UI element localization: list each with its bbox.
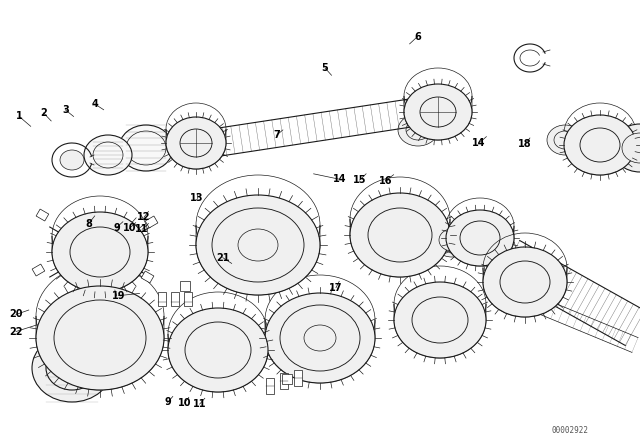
Ellipse shape — [394, 282, 486, 358]
Ellipse shape — [166, 117, 226, 169]
Ellipse shape — [380, 218, 420, 252]
Ellipse shape — [70, 227, 130, 277]
Ellipse shape — [226, 219, 290, 271]
Ellipse shape — [439, 229, 465, 251]
Ellipse shape — [420, 97, 456, 127]
Text: 1: 1 — [16, 112, 22, 121]
Text: 21: 21 — [216, 253, 230, 263]
Ellipse shape — [82, 237, 118, 267]
Ellipse shape — [93, 142, 123, 168]
Text: 14: 14 — [472, 138, 486, 148]
Polygon shape — [52, 236, 148, 292]
Text: 11: 11 — [193, 399, 207, 409]
Ellipse shape — [500, 261, 550, 303]
Ellipse shape — [432, 223, 472, 257]
Polygon shape — [350, 219, 450, 277]
Polygon shape — [446, 226, 514, 266]
Text: 00002922: 00002922 — [552, 426, 589, 435]
Text: 3: 3 — [62, 105, 68, 115]
Ellipse shape — [180, 129, 212, 157]
Ellipse shape — [52, 212, 148, 292]
Bar — [294, 370, 302, 386]
Bar — [141, 271, 154, 283]
Ellipse shape — [212, 208, 304, 282]
Text: 14: 14 — [332, 174, 346, 184]
Ellipse shape — [406, 120, 430, 140]
Text: 16: 16 — [378, 176, 392, 186]
Ellipse shape — [46, 346, 98, 390]
Text: 20: 20 — [9, 310, 23, 319]
Text: 7: 7 — [273, 130, 280, 140]
Ellipse shape — [368, 208, 432, 262]
Text: 5: 5 — [322, 63, 328, 73]
Ellipse shape — [196, 195, 320, 295]
Ellipse shape — [483, 247, 567, 317]
Ellipse shape — [68, 312, 132, 364]
Ellipse shape — [54, 300, 146, 376]
Polygon shape — [483, 268, 567, 317]
Polygon shape — [36, 316, 164, 390]
Ellipse shape — [280, 305, 360, 371]
Text: 10: 10 — [122, 224, 136, 233]
Ellipse shape — [304, 325, 336, 351]
Ellipse shape — [185, 322, 251, 378]
Bar — [266, 378, 274, 394]
Polygon shape — [404, 96, 472, 140]
Ellipse shape — [612, 124, 640, 172]
Polygon shape — [394, 304, 486, 358]
Text: 13: 13 — [190, 193, 204, 203]
Ellipse shape — [412, 297, 468, 343]
Bar — [145, 216, 158, 228]
Ellipse shape — [119, 125, 173, 171]
Ellipse shape — [622, 133, 640, 163]
Ellipse shape — [547, 125, 583, 155]
Bar — [184, 292, 192, 306]
Bar — [36, 209, 49, 221]
Ellipse shape — [404, 84, 472, 140]
Ellipse shape — [350, 193, 450, 277]
Bar — [158, 292, 166, 306]
Ellipse shape — [32, 334, 112, 402]
Text: 22: 22 — [9, 327, 23, 336]
Text: 17: 17 — [329, 283, 343, 293]
Polygon shape — [196, 225, 320, 295]
Polygon shape — [564, 133, 636, 175]
Text: 18: 18 — [518, 139, 532, 149]
Text: 12: 12 — [137, 212, 151, 222]
Bar — [32, 264, 45, 276]
Text: 6: 6 — [414, 32, 420, 42]
Bar — [171, 292, 179, 306]
Text: 4: 4 — [92, 99, 98, 109]
Ellipse shape — [460, 221, 500, 255]
Text: 19: 19 — [111, 291, 125, 301]
Polygon shape — [168, 334, 268, 392]
Ellipse shape — [84, 135, 132, 175]
Ellipse shape — [294, 317, 346, 359]
Text: 9: 9 — [113, 223, 120, 233]
Ellipse shape — [60, 150, 84, 170]
Ellipse shape — [196, 332, 240, 368]
Ellipse shape — [554, 131, 576, 149]
Text: 10: 10 — [177, 398, 191, 408]
Polygon shape — [166, 129, 226, 169]
Text: 9: 9 — [164, 397, 171, 407]
Ellipse shape — [265, 293, 375, 383]
Text: 11: 11 — [135, 224, 149, 234]
Bar — [282, 374, 292, 384]
Ellipse shape — [580, 128, 620, 162]
Ellipse shape — [446, 210, 514, 266]
Text: 8: 8 — [85, 219, 92, 229]
Bar — [180, 281, 190, 291]
Ellipse shape — [36, 286, 164, 390]
Polygon shape — [265, 320, 375, 383]
Text: 15: 15 — [353, 175, 367, 185]
Ellipse shape — [238, 229, 278, 261]
Ellipse shape — [126, 131, 166, 165]
Ellipse shape — [422, 305, 458, 335]
Ellipse shape — [564, 115, 636, 175]
Bar — [280, 373, 288, 389]
Text: 2: 2 — [40, 108, 47, 118]
Ellipse shape — [398, 114, 438, 146]
Ellipse shape — [168, 308, 268, 392]
